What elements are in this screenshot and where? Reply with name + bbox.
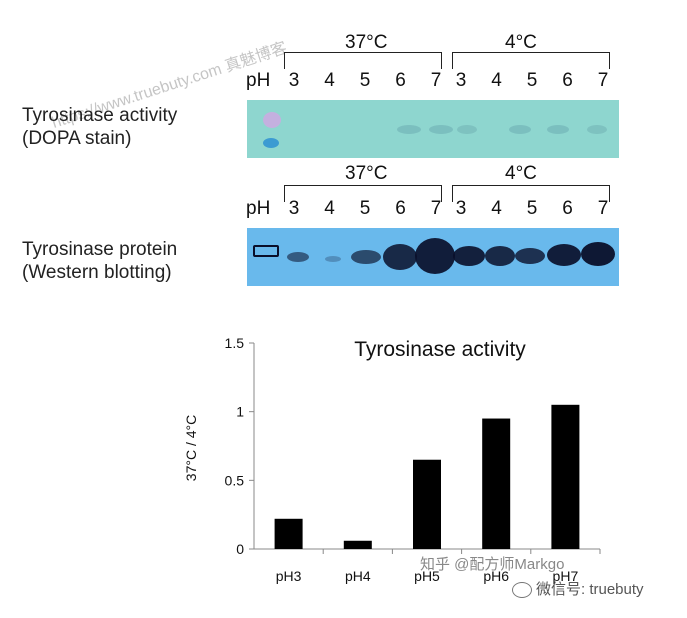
gel-band	[397, 125, 421, 134]
lane-number: 3	[455, 198, 467, 219]
activity-label: Tyrosinase activity (DOPA stain)	[22, 104, 177, 150]
bottom-temp-37: 37°C	[345, 163, 388, 184]
blot-band	[581, 242, 615, 266]
lane-number: 7	[430, 198, 442, 219]
bottom-temp-4: 4°C	[505, 163, 537, 184]
wechat-watermark: 微信号: truebuty	[512, 578, 644, 599]
blot-band	[453, 246, 485, 266]
lane-number: 4	[324, 70, 335, 91]
lane-number: 3	[455, 70, 467, 91]
top-temp-37: 37°C	[345, 32, 388, 53]
x-tick-label: pH3	[276, 568, 302, 584]
gel-band	[509, 125, 531, 134]
x-tick-label: pH5	[414, 568, 440, 584]
lane-number: 7	[430, 70, 442, 91]
y-tick-label: 0.5	[225, 472, 245, 488]
blot-band	[325, 256, 341, 262]
protein-label-line2: (Western blotting)	[22, 262, 172, 283]
blot-band	[415, 238, 455, 274]
blot-band	[383, 244, 417, 270]
lane-number: 4	[491, 70, 502, 91]
activity-label-line1: Tyrosinase activity	[22, 105, 178, 126]
bottom-ph-label: pH	[246, 198, 271, 219]
wechat-icon	[512, 582, 532, 599]
gel-band	[547, 125, 569, 134]
bar-ph5	[413, 459, 441, 549]
top-bracket-37	[284, 52, 442, 69]
lane-number: 7	[597, 198, 609, 219]
top-temp-4: 4°C	[505, 32, 537, 53]
lane-number: 5	[526, 198, 538, 219]
lane-number: 4	[491, 198, 502, 219]
gel-band	[457, 125, 477, 134]
x-tick-label: pH4	[345, 568, 371, 584]
lane-number: 3	[288, 198, 300, 219]
protein-label-line1: Tyrosinase protein	[22, 239, 178, 260]
activity-label-line2: (DOPA stain)	[22, 128, 132, 149]
y-tick-label: 1.5	[225, 335, 245, 351]
lane-number: 5	[359, 198, 371, 219]
marker-box	[253, 245, 279, 257]
bottom-bracket-37	[284, 185, 442, 202]
bottom-lanes-4: 3 4 5 6 7	[447, 198, 617, 220]
bottom-lanes-37: 3 4 5 6 7	[280, 198, 450, 220]
top-bracket-4	[452, 52, 610, 69]
bar-ph4	[343, 540, 372, 549]
lane-number: 6	[562, 198, 573, 219]
x-tick-label: pH7	[553, 568, 579, 584]
bar-ph7	[551, 404, 580, 549]
lane-number: 5	[359, 70, 371, 91]
bar-ph3	[274, 518, 303, 549]
y-axis-label: 37°C / 4°C	[183, 415, 199, 481]
lane-number: 6	[395, 70, 406, 91]
y-tick-label: 1	[236, 404, 244, 420]
top-lanes-37: 3 4 5 6 7	[280, 70, 450, 92]
zhihu-watermark: 知乎 @配方师Markgo	[420, 556, 565, 573]
marker-band	[263, 112, 281, 128]
lane-number: 7	[597, 70, 609, 91]
x-tick-label: pH6	[483, 568, 509, 584]
blot-band	[547, 244, 581, 266]
lane-number: 6	[395, 198, 406, 219]
marker-band	[263, 138, 279, 148]
bottom-bracket-4	[452, 185, 610, 202]
dopa-stain-gel	[247, 100, 619, 158]
blot-band	[515, 248, 545, 264]
top-ph-label: pH	[246, 70, 271, 91]
chart-title: Tyrosinase activity	[354, 338, 526, 361]
blot-band	[287, 252, 309, 262]
bar-ph6	[482, 418, 511, 549]
gel-band	[429, 125, 453, 134]
wechat-id: 微信号: truebuty	[536, 581, 644, 598]
lane-number: 6	[562, 70, 573, 91]
western-blot	[247, 228, 619, 286]
blot-band	[485, 246, 515, 266]
lane-number: 4	[324, 198, 335, 219]
top-lanes-4: 3 4 5 6 7	[447, 70, 617, 92]
y-tick-label: 0	[236, 541, 244, 557]
gel-band	[587, 125, 607, 134]
blot-band	[351, 250, 381, 264]
lane-number: 3	[288, 70, 300, 91]
protein-label: Tyrosinase protein (Western blotting)	[22, 238, 177, 284]
lane-number: 5	[526, 70, 538, 91]
